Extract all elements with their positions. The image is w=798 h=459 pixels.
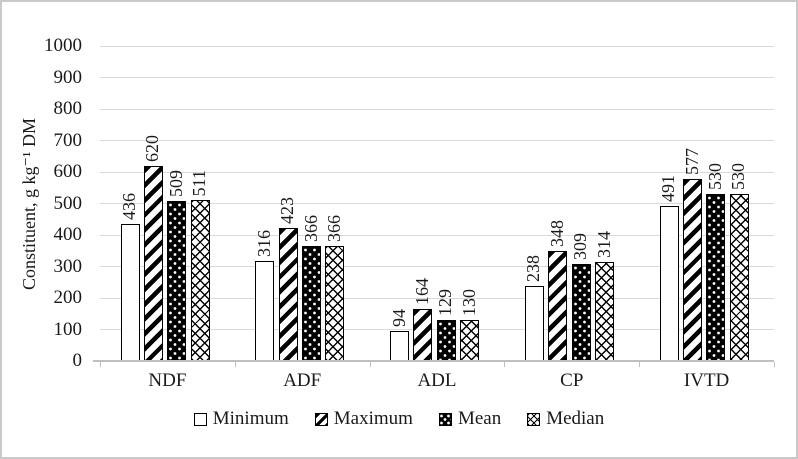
x-axis-tick xyxy=(639,362,641,367)
y-tick-label-600: 600 xyxy=(53,161,83,182)
bar-adf-minimum xyxy=(255,261,275,361)
legend-label-minimum: Minimum xyxy=(212,408,289,429)
bar-value-label-cp-maximum: 348 xyxy=(546,220,567,248)
bar-value-label-ndf-median: 511 xyxy=(189,169,210,197)
bar-value-label-cp-mean: 309 xyxy=(570,232,591,260)
bar-value-label-adl-maximum: 164 xyxy=(411,278,432,306)
legend-item-median: Median xyxy=(527,408,604,430)
bar-cp-minimum xyxy=(524,286,544,361)
y-tick-label-700: 700 xyxy=(53,129,83,151)
y-tick-label-500: 500 xyxy=(53,192,83,214)
bar-cp-mean xyxy=(571,263,591,361)
legend-item-maximum: Maximum xyxy=(314,408,413,430)
bar-value-label-ndf-maximum: 620 xyxy=(142,134,163,162)
gridline-900 xyxy=(100,77,774,78)
bar-value-label-ivtd-mean: 530 xyxy=(704,163,725,191)
bar-value-label-adl-minimum: 94 xyxy=(388,309,409,328)
bar-ndf-mean xyxy=(167,200,187,361)
bar-value-label-ndf-mean: 509 xyxy=(165,169,186,197)
y-tick-label-400: 400 xyxy=(53,224,83,245)
bar-value-label-ivtd-median: 530 xyxy=(728,163,749,191)
bar-cp-median xyxy=(595,262,615,361)
bar-value-label-adf-minimum: 316 xyxy=(253,230,274,258)
bar-group-cp: 238 348 309 314 xyxy=(504,46,639,361)
y-tick-label-900: 900 xyxy=(53,66,83,88)
x-axis-tick xyxy=(234,362,236,367)
category-label-ndf: NDF xyxy=(148,370,187,391)
legend-label-mean: Mean xyxy=(457,408,502,429)
legend-swatch-plain-icon xyxy=(193,412,207,426)
bar-value-label-adf-maximum: 423 xyxy=(277,196,298,224)
bar-group-adl: 94 164 129 130 xyxy=(370,46,505,361)
x-axis-tick xyxy=(100,362,101,367)
gridline-500 xyxy=(100,203,774,204)
legend-label-median: Median xyxy=(546,408,605,429)
bar-value-label-cp-minimum: 238 xyxy=(523,255,544,283)
bar-value-label-adf-median: 366 xyxy=(323,214,344,242)
x-axis-tick xyxy=(504,362,506,367)
plot-area: 436 620 509 511 316 423 366 366 94 164 129 130 238 34… xyxy=(93,45,775,367)
bar-value-label-adl-mean: 129 xyxy=(435,289,456,317)
gridline-800 xyxy=(100,108,774,110)
gridline-600 xyxy=(100,171,774,173)
bar-value-label-ivtd-maximum: 577 xyxy=(681,148,702,176)
legend-item-minimum: Minimum xyxy=(193,408,289,430)
gridline-700 xyxy=(100,140,774,141)
legend-item-mean: Mean xyxy=(438,408,502,430)
bar-group-ndf: 436 620 509 511 xyxy=(100,46,235,361)
y-tick-label-100: 100 xyxy=(53,318,83,340)
category-label-ivtd: IVTD xyxy=(683,370,730,391)
bar-group-adf: 316 423 366 366 xyxy=(235,46,370,361)
x-axis-tick xyxy=(369,362,371,367)
bar-adl-mean xyxy=(436,320,456,361)
bar-group-ivtd: 491 577 530 530 xyxy=(639,46,774,361)
category-label-cp: CP xyxy=(560,370,584,391)
gridline-1000 xyxy=(100,45,774,47)
bar-adl-median xyxy=(460,320,480,361)
category-label-adl: ADL xyxy=(417,370,457,391)
bar-adf-median xyxy=(325,245,345,361)
bar-cp-maximum xyxy=(548,251,568,361)
bar-value-label-adf-mean: 366 xyxy=(300,214,321,242)
legend-swatch-dots-icon xyxy=(438,412,452,426)
bar-value-label-adl-median: 130 xyxy=(458,289,479,317)
legend: Minimum Maximum Mean Median xyxy=(2,408,796,430)
bar-ndf-minimum xyxy=(120,223,140,361)
x-axis-line xyxy=(93,360,774,362)
bar-adf-maximum xyxy=(278,227,298,361)
gridline-200 xyxy=(100,297,774,299)
legend-label-maximum: Maximum xyxy=(333,408,413,429)
y-tick-label-800: 800 xyxy=(53,98,83,119)
bar-adl-maximum xyxy=(413,309,433,361)
bar-adl-minimum xyxy=(390,331,410,361)
bar-value-label-cp-median: 314 xyxy=(593,231,614,259)
bar-value-label-ivtd-minimum: 491 xyxy=(658,175,679,203)
legend-swatch-hatch-icon xyxy=(314,412,328,426)
bar-ivtd-median xyxy=(729,194,749,361)
bar-ndf-median xyxy=(190,200,210,361)
bar-value-label-ndf-minimum: 436 xyxy=(119,192,139,220)
x-axis-tick xyxy=(774,362,775,367)
bar-adf-mean xyxy=(302,245,322,361)
gridline-400 xyxy=(100,234,774,236)
bar-ndf-maximum xyxy=(143,165,163,361)
y-tick-label-200: 200 xyxy=(53,287,83,308)
legend-swatch-cross-icon xyxy=(527,412,541,426)
bar-ivtd-maximum xyxy=(683,179,703,361)
y-tick-label-0: 0 xyxy=(72,350,83,371)
bar-ivtd-minimum xyxy=(659,206,679,361)
y-tick-label-1000: 1000 xyxy=(44,35,82,56)
category-label-adf: ADF xyxy=(283,370,322,391)
y-tick-label-300: 300 xyxy=(53,255,83,277)
bar-ivtd-mean xyxy=(706,194,726,361)
gridline-300 xyxy=(100,266,774,267)
